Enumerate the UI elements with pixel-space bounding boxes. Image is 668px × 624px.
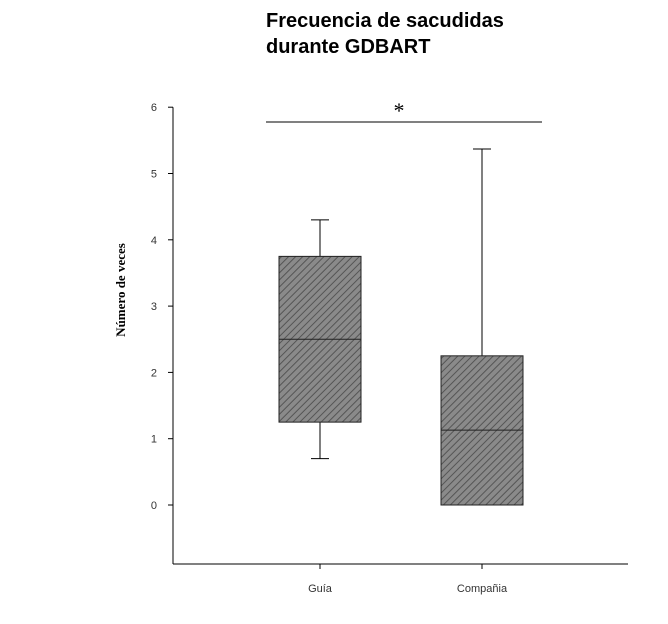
- chart-title-line2: durante GDBART: [266, 36, 431, 58]
- y-tick-label-0: 0: [151, 500, 157, 512]
- y-tick-label-1: 1: [151, 434, 157, 446]
- chart-title: Frecuencia de sacudidas durante GDBART: [266, 8, 504, 60]
- significance-marker: *: [394, 98, 405, 123]
- y-tick-label-2: 2: [151, 367, 157, 379]
- y-tick-label-6: 6: [151, 102, 157, 114]
- x-tick-label-1: Compañia: [457, 583, 508, 595]
- y-tick-label-5: 5: [151, 169, 157, 181]
- x-tick-label-0: Guía: [308, 583, 333, 595]
- y-tick-label-4: 4: [151, 235, 157, 247]
- chart-title-line1: Frecuencia de sacudidas: [266, 10, 504, 32]
- y-axis-label: Número de veces: [113, 243, 128, 337]
- y-tick-label-3: 3: [151, 301, 157, 313]
